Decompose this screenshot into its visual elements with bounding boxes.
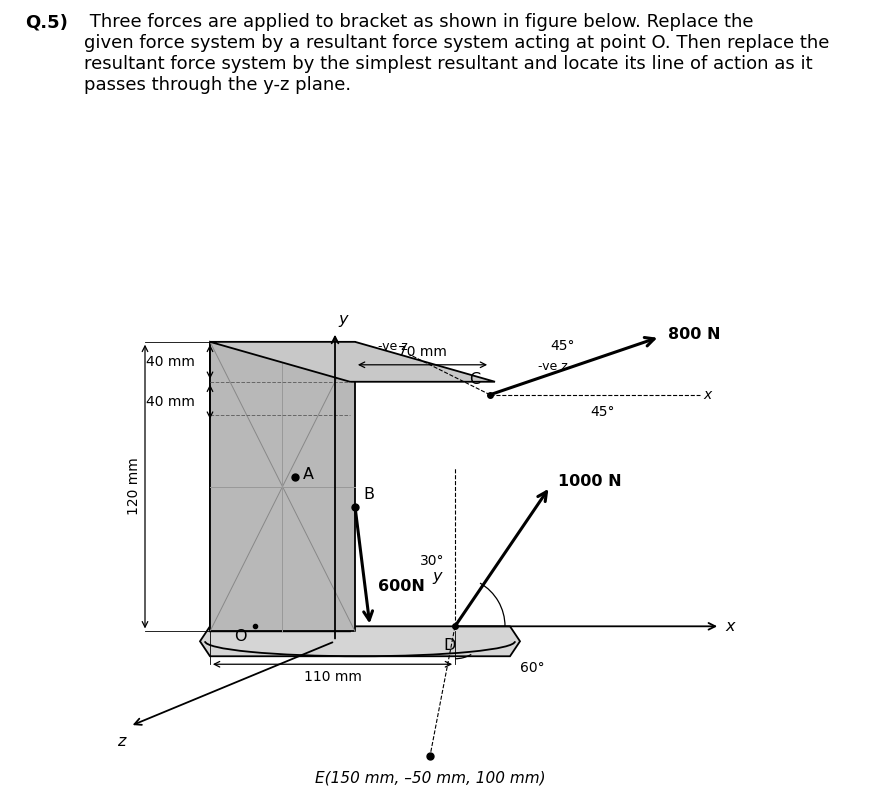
Text: 45°: 45° [549,339,574,353]
Text: 45°: 45° [589,404,614,419]
Text: 40 mm: 40 mm [146,355,195,369]
Text: x: x [703,388,711,402]
Polygon shape [210,341,354,631]
Text: -ve z: -ve z [377,340,408,353]
Text: B: B [362,486,374,501]
Text: O: O [234,630,246,644]
Text: 800 N: 800 N [667,327,719,342]
Text: C: C [469,372,479,387]
Text: 120 mm: 120 mm [127,458,141,516]
Text: D: D [443,638,455,654]
Text: -ve z: -ve z [538,360,567,373]
Text: Three forces are applied to bracket as shown in figure below. Replace the
given : Three forces are applied to bracket as s… [84,14,828,94]
Text: A: A [303,467,314,482]
Text: z: z [116,734,125,749]
Polygon shape [210,341,494,382]
Text: 110 mm: 110 mm [303,670,361,685]
Text: 70 mm: 70 mm [398,345,447,359]
Text: x: x [724,618,734,634]
Text: 30°: 30° [420,555,444,568]
Text: Q.5): Q.5) [25,14,67,31]
Text: E(150 mm, –50 mm, 100 mm): E(150 mm, –50 mm, 100 mm) [315,770,545,785]
Text: y: y [431,569,441,584]
Polygon shape [199,626,519,656]
Text: y: y [338,312,347,327]
Text: 60°: 60° [519,661,544,675]
Text: 40 mm: 40 mm [146,395,195,408]
Text: 600N: 600N [377,579,424,594]
Text: 1000 N: 1000 N [557,474,621,489]
Polygon shape [210,341,350,631]
